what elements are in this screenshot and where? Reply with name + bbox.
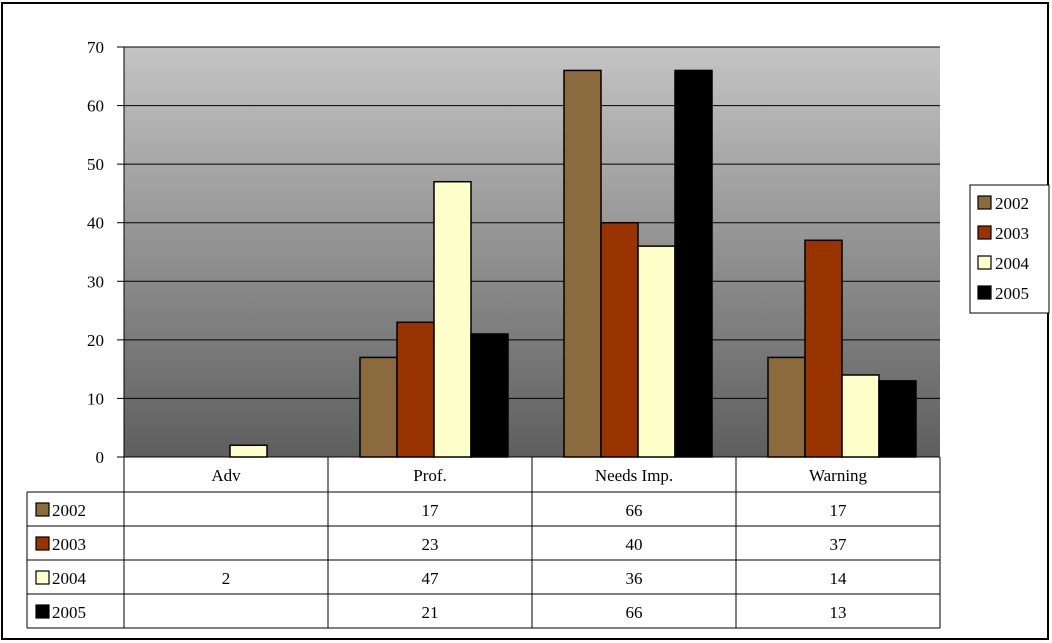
- table-legend-key: [35, 536, 50, 551]
- table-cell-value: 23: [422, 535, 439, 554]
- data-table: Adv Prof. Needs Imp. Warning 2002 17 66 17 2003 2…: [26, 456, 941, 629]
- table-cell-value: 40: [626, 535, 643, 554]
- bars: [229, 69, 917, 458]
- category-label: Adv: [211, 466, 241, 485]
- legend-swatch: [977, 195, 992, 210]
- bar: [878, 380, 917, 458]
- table-cell-value: 14: [830, 569, 848, 588]
- table-cell-value: 17: [422, 501, 440, 520]
- bar: [433, 180, 472, 458]
- bar: [563, 69, 602, 458]
- table-cell-value: 17: [830, 501, 848, 520]
- bar: [841, 374, 880, 458]
- table-series-label: 2002: [52, 501, 86, 520]
- bar: [229, 444, 268, 458]
- bar: [396, 321, 435, 458]
- category-label: Prof.: [413, 466, 447, 485]
- legend-swatch: [977, 225, 992, 240]
- table-cell-value: 66: [626, 501, 643, 520]
- legend: 2002 2003 2004 2005: [969, 184, 1050, 314]
- table-legend-key: [35, 502, 50, 517]
- bar: [470, 333, 509, 458]
- legend-label: 2002: [995, 194, 1029, 213]
- table-cell-value: 13: [830, 603, 847, 622]
- gridlines: [124, 46, 940, 399]
- y-axis: 0 10 20 30 40 50 60 70: [87, 38, 125, 467]
- bar: [804, 239, 843, 458]
- table-cell-value: 21: [422, 603, 439, 622]
- bar: [637, 245, 676, 458]
- table-series-label: 2005: [52, 603, 86, 622]
- table-legend-key: [35, 604, 50, 619]
- y-tick-label: 60: [87, 97, 104, 116]
- y-tick-label: 10: [87, 389, 104, 408]
- bar: [600, 221, 639, 458]
- legend-swatch: [977, 255, 992, 270]
- legend-swatch: [977, 285, 992, 300]
- bar: [359, 356, 398, 458]
- table-cell-value: 37: [830, 535, 848, 554]
- table-legend-key: [35, 570, 50, 585]
- category-label: Needs Imp.: [595, 466, 673, 485]
- y-tick-label: 0: [96, 448, 105, 467]
- category-label: Warning: [809, 466, 868, 485]
- table-cell-value: 36: [626, 569, 643, 588]
- table-cell-value: 47: [422, 569, 440, 588]
- y-tick-label: 30: [87, 272, 104, 291]
- legend-label: 2005: [995, 284, 1029, 303]
- table-cell-value: 66: [626, 603, 643, 622]
- legend-label: 2004: [995, 254, 1030, 273]
- legend-label: 2003: [995, 224, 1029, 243]
- y-tick-label: 20: [87, 331, 104, 350]
- y-tick-label: 70: [87, 38, 104, 57]
- y-tick-label: 50: [87, 155, 104, 174]
- table-series-label: 2004: [52, 569, 87, 588]
- bar: [674, 69, 713, 458]
- table-cell-value: 2: [222, 569, 231, 588]
- y-tick-label: 40: [87, 214, 104, 233]
- table-series-label: 2003: [52, 535, 86, 554]
- bar: [767, 356, 806, 458]
